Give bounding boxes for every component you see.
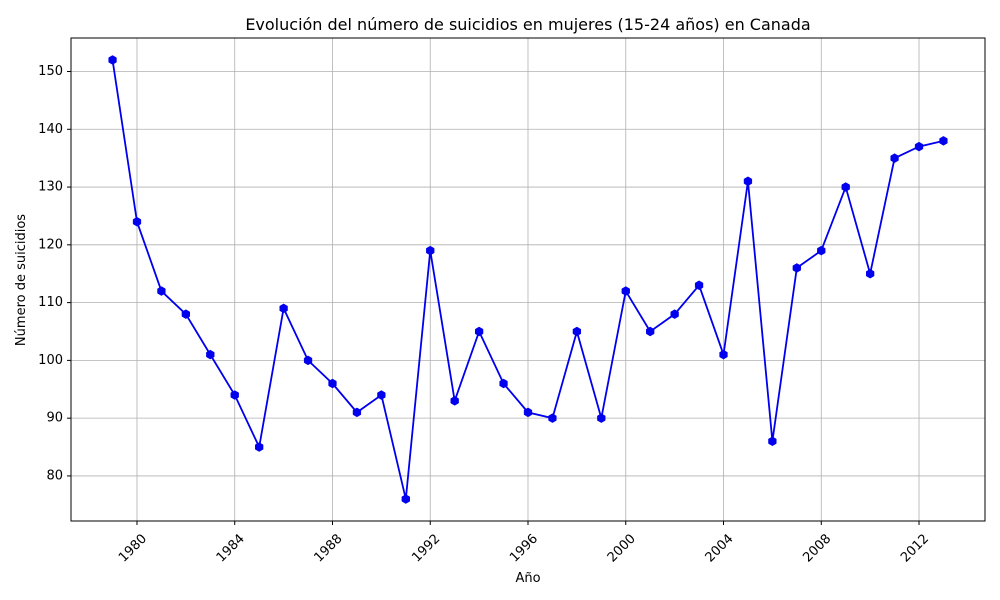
x-tick-label: 2012 bbox=[898, 531, 932, 565]
data-point bbox=[914, 141, 924, 152]
data-point bbox=[303, 355, 313, 366]
data-point bbox=[548, 413, 557, 423]
data-point bbox=[328, 378, 337, 389]
data-point bbox=[572, 326, 582, 337]
data-point bbox=[255, 442, 264, 452]
data-point bbox=[181, 309, 191, 319]
y-tick-label: 110 bbox=[38, 295, 63, 310]
y-tick-label: 90 bbox=[46, 411, 63, 426]
y-axis: 80 90 100 110 120 130 140 150 bbox=[38, 64, 71, 483]
y-tick-label: 80 bbox=[46, 468, 63, 483]
data-point bbox=[890, 153, 899, 163]
x-axis-label: Año bbox=[515, 571, 540, 586]
data-point bbox=[817, 245, 826, 256]
data-point bbox=[694, 280, 704, 291]
data-point bbox=[474, 326, 484, 337]
data-point bbox=[377, 390, 386, 400]
y-axis-label: Número de suicidios bbox=[14, 214, 29, 346]
x-tick-label: 2008 bbox=[800, 531, 834, 565]
chart-title: Evolución del número de suicidios en muj… bbox=[245, 15, 810, 34]
data-point bbox=[401, 494, 410, 504]
data-point bbox=[621, 286, 630, 296]
data-point bbox=[865, 268, 875, 279]
x-tick-label: 1984 bbox=[214, 531, 248, 565]
data-point bbox=[157, 286, 166, 296]
y-tick-label: 150 bbox=[38, 64, 63, 79]
x-tick-label: 1988 bbox=[312, 531, 346, 565]
data-point bbox=[792, 263, 801, 273]
data-point bbox=[132, 216, 142, 227]
x-tick-label: 2000 bbox=[605, 531, 639, 565]
data-point bbox=[646, 326, 655, 337]
y-tick-label: 100 bbox=[38, 353, 63, 368]
data-point bbox=[450, 396, 459, 406]
data-point bbox=[523, 407, 533, 418]
data-point bbox=[743, 176, 753, 187]
x-axis: 1980 1984 1988 1992 1996 2000 2004 2008 2012 bbox=[116, 521, 932, 565]
data-point bbox=[230, 390, 239, 400]
data-point bbox=[719, 349, 728, 360]
x-tick-label: 1980 bbox=[116, 531, 150, 565]
series-group bbox=[108, 55, 948, 504]
data-point bbox=[108, 55, 117, 65]
y-tick-label: 130 bbox=[38, 180, 63, 195]
x-tick-label: 1992 bbox=[409, 531, 443, 565]
data-point bbox=[939, 136, 948, 146]
x-tick-label: 2004 bbox=[703, 531, 737, 565]
data-point bbox=[279, 303, 288, 314]
data-point bbox=[499, 378, 508, 389]
y-tick-label: 140 bbox=[38, 122, 63, 137]
y-tick-label: 120 bbox=[38, 237, 63, 252]
grid bbox=[71, 38, 985, 521]
data-point bbox=[206, 349, 215, 360]
data-point bbox=[670, 309, 679, 319]
data-point bbox=[841, 182, 850, 192]
x-tick-label: 1996 bbox=[507, 531, 541, 565]
data-point bbox=[597, 413, 606, 423]
data-point bbox=[352, 407, 362, 418]
data-point bbox=[768, 436, 777, 447]
data-point bbox=[426, 245, 435, 256]
